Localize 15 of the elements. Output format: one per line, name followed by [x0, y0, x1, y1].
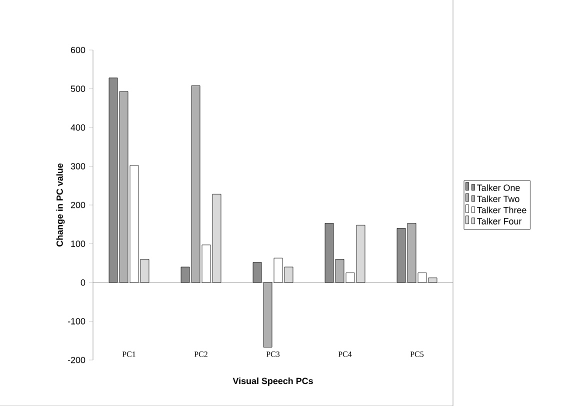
y-tick-label: -200 — [68, 356, 86, 364]
legend-label: Talker Two — [477, 196, 520, 202]
y-tick-label: 600 — [70, 46, 86, 54]
y-tick-label: -100 — [68, 318, 86, 324]
y-tick-label: 200 — [70, 202, 86, 208]
legend-label: Talker Four — [477, 218, 522, 224]
y-axis-title: Change in PC value — [56, 163, 65, 246]
y-tick-label: 300 — [70, 163, 86, 170]
y-tick-label: 100 — [71, 240, 86, 247]
y-tick-label: 500 — [70, 86, 86, 92]
x-axis-title: Visual Speech PCs — [232, 378, 313, 386]
legend-label: Talker Three — [477, 206, 526, 214]
y-tick-label: 400 — [70, 124, 86, 131]
y-tick-label: 0 — [80, 279, 86, 286]
legend-label: Talker One — [477, 184, 520, 191]
